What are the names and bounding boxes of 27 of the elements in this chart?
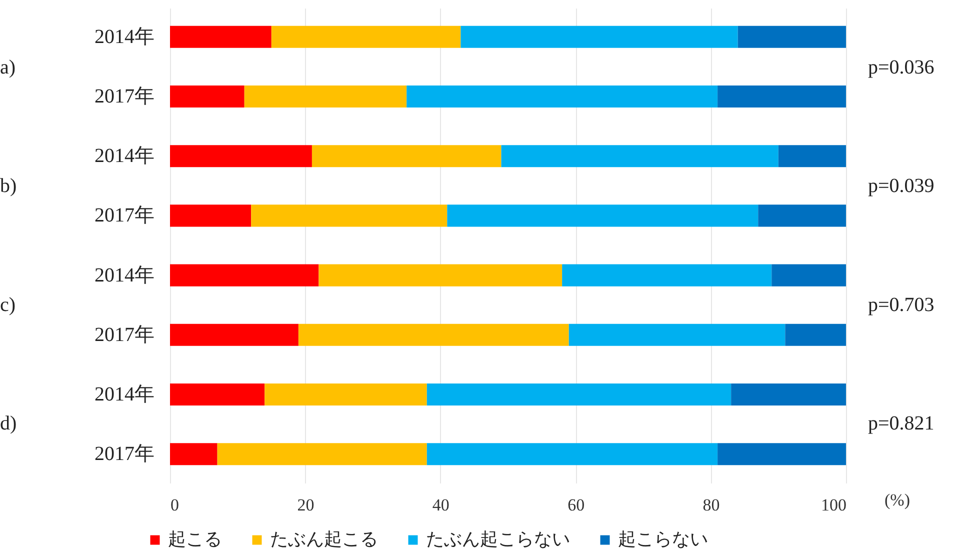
- text: p=0.036: [868, 56, 934, 78]
- text: p=0.821: [868, 412, 934, 435]
- text: a): [0, 56, 16, 78]
- legend-label: 起こらない: [618, 529, 708, 550]
- y-tick-label: 2017年: [94, 324, 154, 346]
- y-tick-label: 2014年: [94, 145, 154, 168]
- x-tick-label: 0: [170, 496, 179, 514]
- text: d): [0, 412, 17, 435]
- y-tick-label: 2014年: [94, 383, 154, 406]
- y-tick-label: 2014年: [94, 26, 154, 48]
- x-tick-label: 100: [821, 496, 846, 514]
- legend-label: たぶん起こらない: [426, 529, 570, 550]
- x-tick-label: 80: [702, 496, 720, 514]
- x-tick-label: 60: [568, 496, 585, 514]
- x-axis-title: (%): [884, 490, 910, 510]
- text: p=0.703: [868, 294, 934, 316]
- y-tick-label: 2017年: [94, 86, 154, 108]
- text: c): [0, 294, 16, 316]
- text: p=0.039: [868, 175, 934, 198]
- y-tick-label: 2017年: [94, 204, 154, 227]
- legend-label: たぶん起こる: [270, 529, 378, 550]
- legend-label: 起こる: [168, 529, 222, 550]
- y-tick-label: 2014年: [94, 264, 154, 286]
- y-tick-label: 2017年: [94, 443, 154, 466]
- x-tick-label: 40: [432, 496, 450, 514]
- text: b): [0, 175, 17, 198]
- x-tick-label: 20: [297, 496, 314, 514]
